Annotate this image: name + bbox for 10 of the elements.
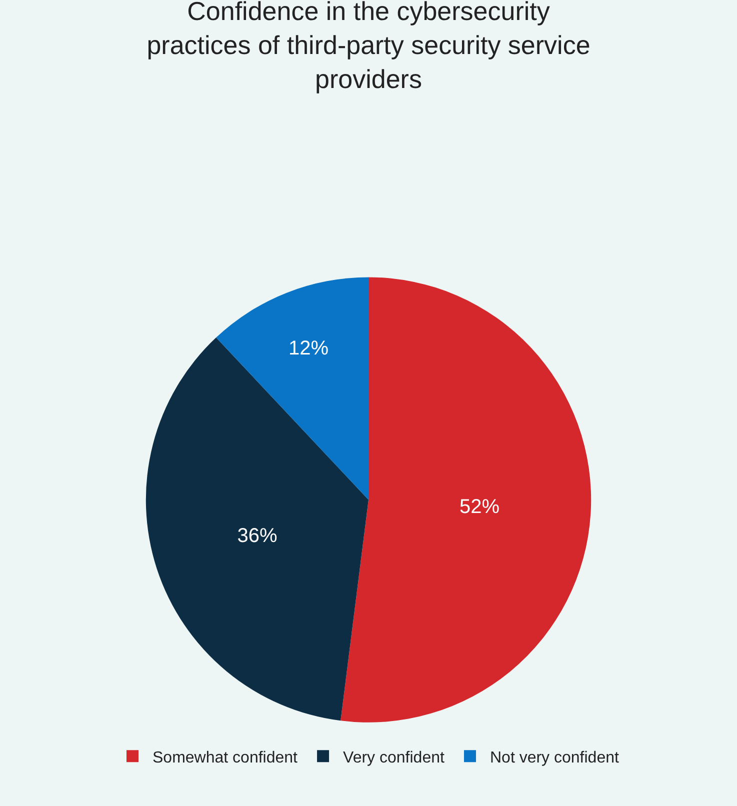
data-label: 52% — [459, 496, 500, 518]
pie-slice — [216, 277, 368, 500]
pie-slice — [146, 338, 368, 721]
chart-title: Confidence in the cybersecurity practices of third-party security service providers — [146, 0, 590, 94]
legend-label: Very confident — [343, 749, 445, 766]
pie-slice — [340, 277, 591, 722]
data-label: 36% — [237, 524, 278, 547]
legend-label: Somewhat confident — [152, 749, 298, 766]
legend-label: Not very confident — [490, 749, 620, 766]
data-label: 12% — [288, 338, 329, 360]
